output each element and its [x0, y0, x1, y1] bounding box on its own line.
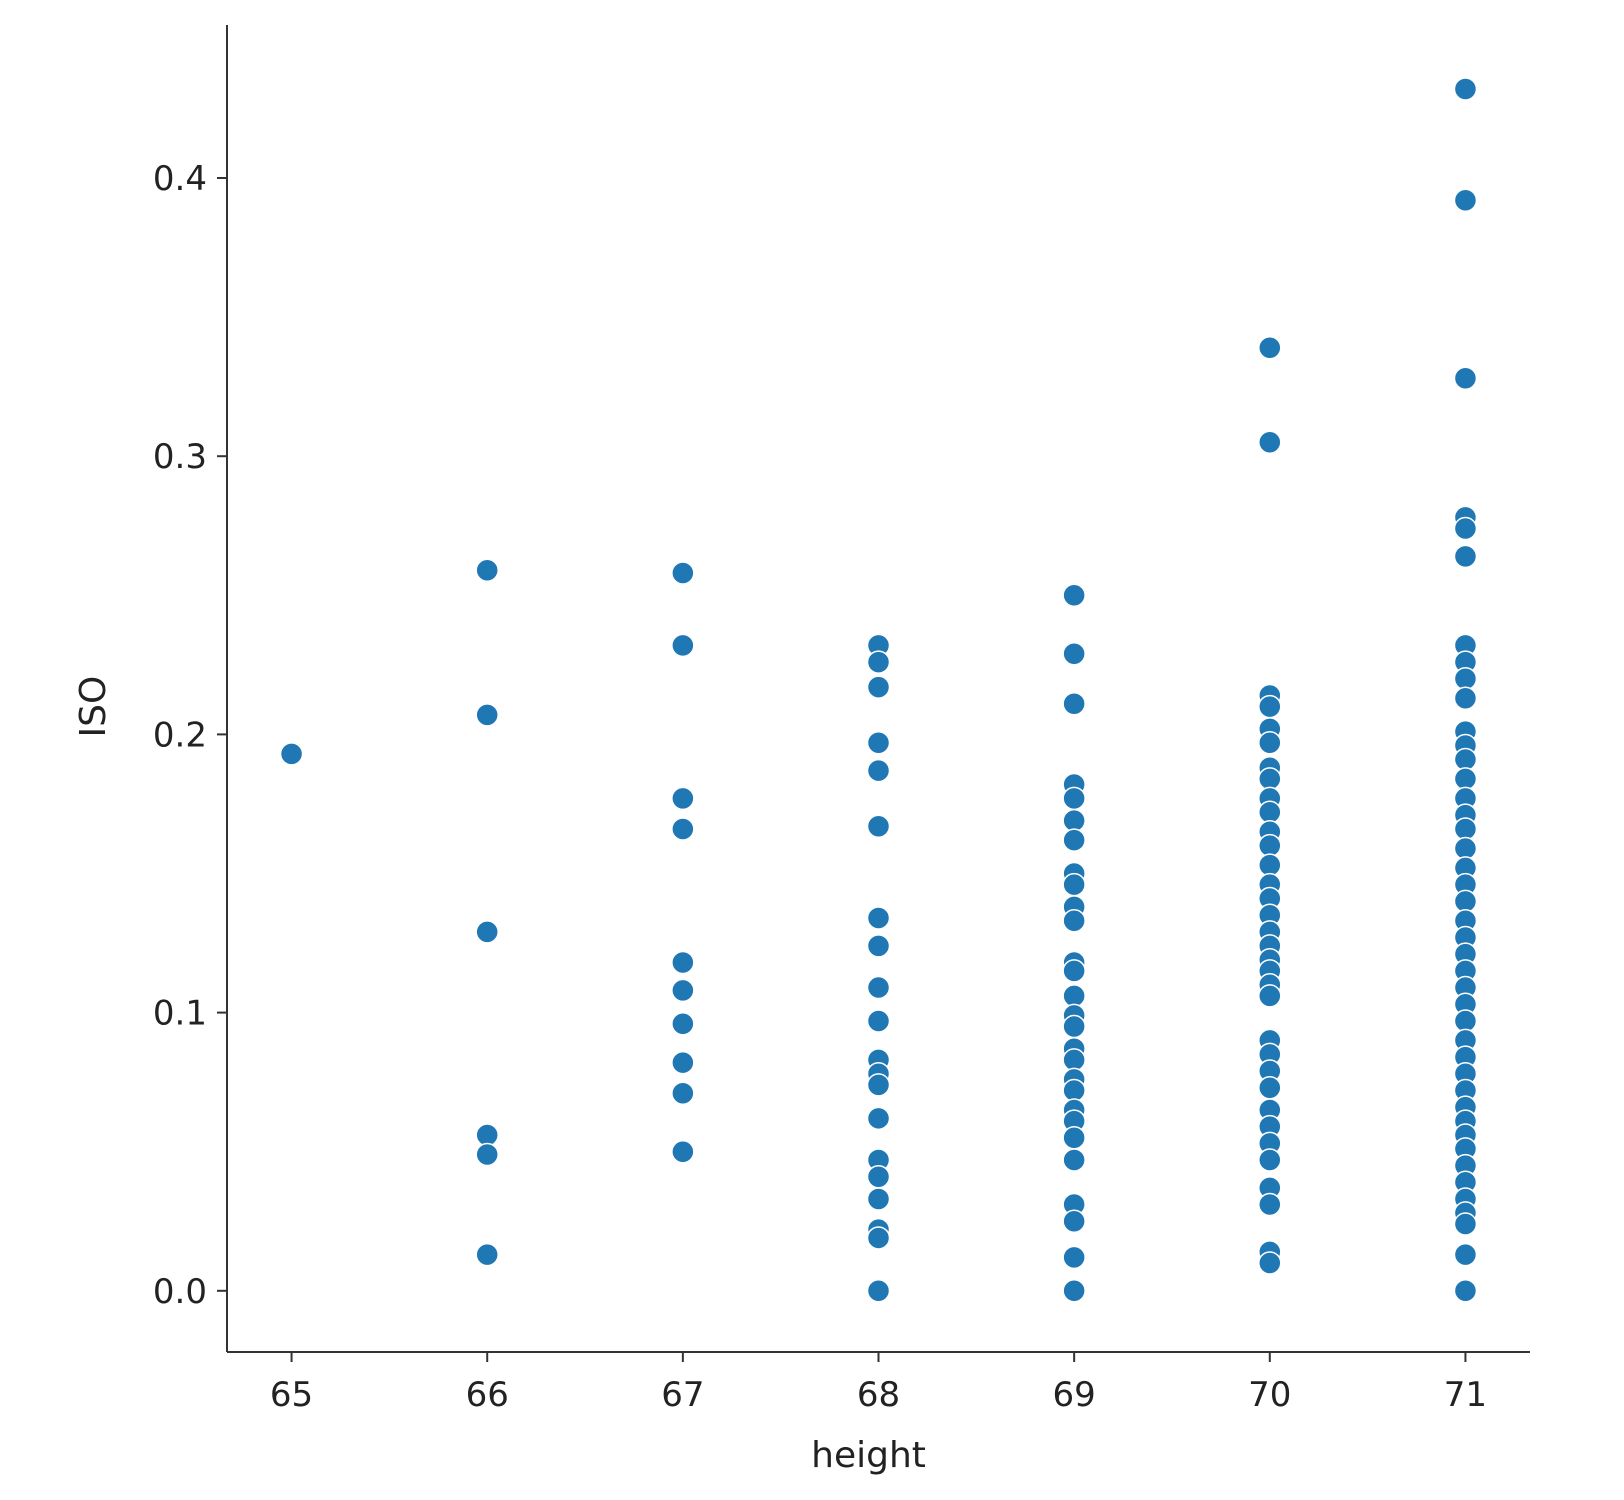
y-tick-label: 0.2: [153, 715, 207, 755]
x-ticks: 65 66 67 68 69 70 71: [270, 1352, 1487, 1415]
scatter-point: [866, 1106, 891, 1131]
scatter-point: [1453, 747, 1478, 772]
scatter-point: [1453, 767, 1478, 791]
scatter-point: [671, 633, 695, 658]
scatter-point: [475, 703, 499, 727]
scatter-point: [1062, 828, 1086, 852]
x-tick-label: 66: [466, 1375, 509, 1415]
scatter-point: [1062, 1014, 1086, 1039]
scatter-point: [1258, 767, 1282, 791]
scatter-point: [1258, 730, 1282, 755]
points-layer: [279, 77, 1478, 1303]
scatter-point: [866, 934, 891, 958]
scatter-point: [1062, 1078, 1086, 1103]
y-tick-label: 0.1: [153, 994, 207, 1034]
x-tick-label: 68: [857, 1375, 900, 1415]
scatter-point: [475, 558, 499, 583]
scatter-point: [866, 758, 891, 783]
x-tick-label: 69: [1053, 1375, 1096, 1415]
scatter-point: [1258, 984, 1282, 1008]
scatter-point: [1062, 641, 1086, 666]
scatter-point: [671, 1011, 695, 1036]
scatter-point: [671, 950, 695, 975]
x-tick-label: 70: [1248, 1375, 1291, 1415]
scatter-point: [1258, 1192, 1282, 1217]
scatter-point: [1453, 836, 1478, 861]
scatter-point: [475, 920, 499, 944]
scatter-point: [866, 1226, 891, 1250]
scatter-point: [671, 561, 695, 585]
scatter-point: [475, 1142, 499, 1167]
scatter-point: [1258, 853, 1282, 877]
scatter-point: [1062, 808, 1086, 833]
scatter-point: [1453, 1009, 1478, 1033]
scatter-point: [1062, 1048, 1086, 1072]
x-tick-label: 67: [661, 1375, 704, 1415]
scatter-point: [866, 1279, 891, 1303]
scatter-point: [1453, 1212, 1478, 1236]
scatter-point: [1062, 984, 1086, 1008]
scatter-point: [1453, 686, 1478, 710]
scatter-point: [866, 650, 891, 674]
scatter-point: [1062, 1245, 1086, 1270]
scatter-point: [671, 1050, 695, 1075]
scatter-point: [1453, 817, 1478, 841]
scatter-point: [1258, 694, 1282, 719]
scatter-point: [1453, 188, 1478, 213]
scatter-point: [866, 906, 891, 930]
scatter-point: [1062, 872, 1086, 897]
scatter-point: [1258, 430, 1282, 455]
scatter-point: [475, 1242, 499, 1267]
scatter-point: [671, 978, 695, 1003]
scatter-point: [1453, 889, 1478, 914]
scatter-point: [279, 742, 304, 766]
y-tick-label: 0.4: [153, 159, 207, 199]
scatter-point: [1258, 800, 1282, 825]
scatter-point: [1062, 959, 1086, 983]
scatter-point: [1453, 366, 1478, 391]
x-tick-label: 71: [1444, 1375, 1487, 1415]
scatter-point: [866, 730, 891, 755]
scatter-point: [1062, 1279, 1086, 1303]
scatter-point: [1062, 1148, 1086, 1172]
y-tick-label: 0.0: [153, 1272, 207, 1312]
scatter-point: [671, 1081, 695, 1106]
scatter-point: [1453, 77, 1478, 101]
scatter-point: [1062, 909, 1086, 933]
scatter-point: [1062, 583, 1086, 608]
scatter-point: [1258, 1251, 1282, 1275]
scatter-point: [1062, 1126, 1086, 1150]
scatter-point: [1258, 833, 1282, 858]
scatter-point: [1062, 1209, 1086, 1233]
scatter-point: [866, 814, 891, 838]
y-ticks: 0.0 0.1 0.2 0.3 0.4: [153, 159, 227, 1312]
scatter-point: [1453, 667, 1478, 691]
scatter-point: [1258, 1075, 1282, 1100]
scatter-point: [1453, 1279, 1478, 1303]
scatter-point: [1453, 1242, 1478, 1267]
scatter-point: [671, 817, 695, 841]
scatter-point: [866, 1164, 891, 1189]
scatter-point: [866, 1009, 891, 1033]
scatter-point: [1062, 692, 1086, 716]
scatter-point: [866, 1073, 891, 1097]
x-axis-title: height: [811, 1435, 926, 1476]
scatter-point: [1453, 544, 1478, 569]
scatter-point: [671, 1139, 695, 1164]
scatter-point: [475, 1123, 499, 1147]
scatter-point: [866, 975, 891, 1000]
scatter-point: [866, 675, 891, 699]
x-tick-label: 65: [270, 1375, 313, 1415]
scatter-point: [1062, 786, 1086, 811]
scatter-point: [866, 1187, 891, 1211]
scatter-point: [671, 786, 695, 811]
scatter-point: [1258, 335, 1282, 360]
scatter-point: [1258, 1148, 1282, 1172]
y-tick-label: 0.3: [153, 437, 207, 477]
scatter-point: [1453, 516, 1478, 541]
y-axis-title: ISO: [73, 676, 114, 738]
